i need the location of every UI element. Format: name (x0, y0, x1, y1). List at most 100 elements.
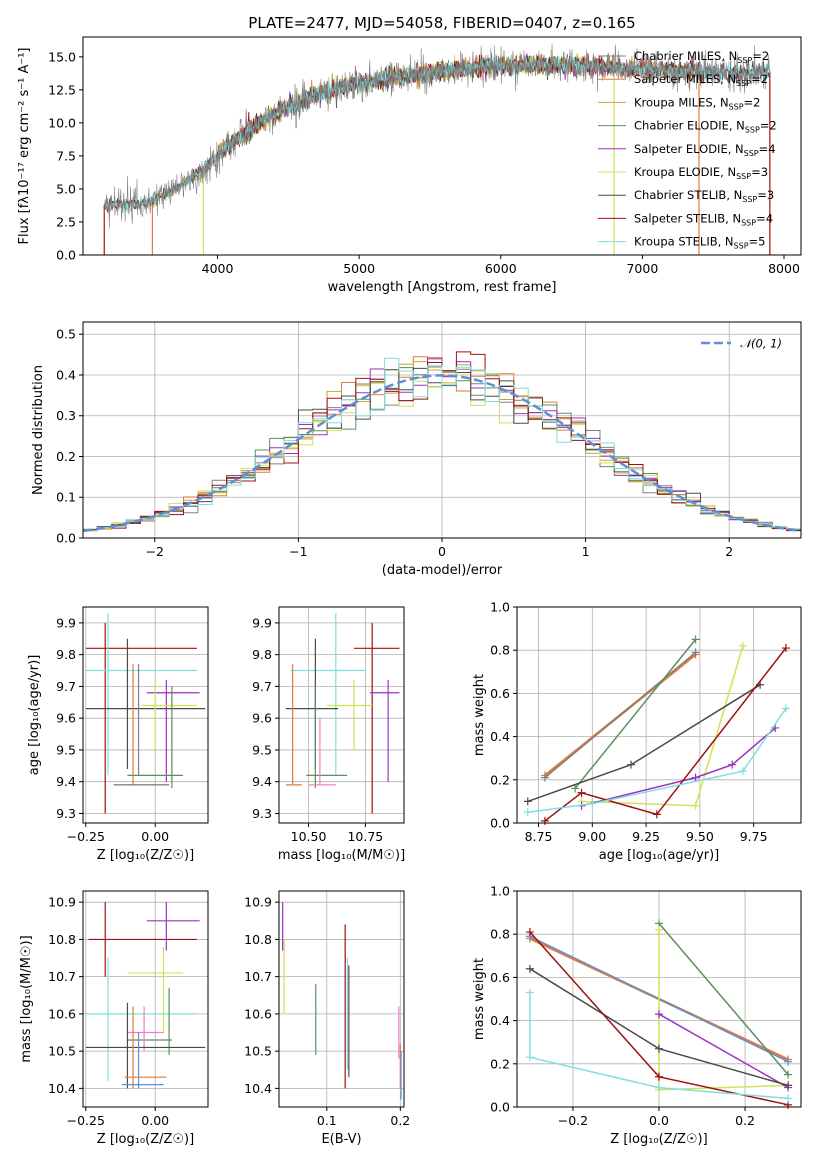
x-tick-label: 10.50 (291, 829, 327, 844)
spectrum-legend: Chabrier MILES, NSSP=2 Salpeter MILES, NS… (598, 49, 777, 251)
weight-marker-chabrier_stelib (525, 964, 534, 973)
y-tick-label: 0.4 (56, 367, 76, 382)
x-tick-label: 1 (582, 544, 590, 559)
y-tick-label: 10.5 (244, 1044, 272, 1059)
axes-frame (82, 606, 209, 824)
x-tick-label: 8000 (768, 261, 800, 276)
x-tick-label: 0.00 (141, 829, 169, 844)
weight-line-kroupa_stelib (529, 992, 789, 1100)
x-tick-label: 9.75 (740, 829, 768, 844)
weight-marker-chabrier_miles (540, 773, 549, 782)
x-axis-label: Z [log₁₀(Z/Z☉)] (97, 848, 194, 863)
weight-marker-kroupa_stelib (523, 808, 532, 817)
legend-entry: 𝒩(0, 1) (740, 337, 782, 351)
x-axis-label: mass [log₁₀(M/M☉)] (278, 848, 405, 863)
weight-line-salpeter_elodie (581, 727, 776, 807)
weight-line-chabrier_miles (544, 651, 697, 779)
residual-panel: −2 −1 0 1 2 0.0 0.1 0.2 0.3 0.4 0.5 (data-model)/er… (31, 321, 802, 578)
age-vs-mass-panel: 10.50 10.75 9.3 9.4 9.5 9.6 9.7 9.8 9.9 mass [log… (252, 606, 405, 863)
y-tick-label: 0.8 (490, 643, 510, 658)
legend-entry: Chabrier ELODIE, NSSP=2 (634, 119, 777, 135)
y-tick-label: 10.6 (48, 1006, 76, 1021)
weight-marker-kroupa_stelib (525, 1053, 534, 1062)
weight-marker-salpeter_stelib (655, 1072, 663, 1081)
axes-frame (82, 890, 209, 1108)
y-tick-label: 10.8 (244, 932, 272, 947)
x-tick-label: 2 (725, 544, 733, 559)
y-tick-label: 10.4 (48, 1081, 76, 1096)
histogram-plot (83, 351, 801, 533)
x-tick-label: −2 (146, 544, 164, 559)
legend-entry: Kroupa STELIB, NSSP=5 (634, 235, 765, 251)
y-axis-label: mass weight (472, 674, 487, 756)
y-axis-label: mass [log₁₀(M/M☉)] (19, 935, 34, 1062)
y-axis-label: Normed distribution (31, 365, 46, 495)
y-tick-label: 9.4 (56, 774, 76, 789)
y-tick-label: 9.7 (252, 679, 272, 694)
y-tick-label: 9.5 (252, 742, 272, 757)
weight-marker-kroupa_stelib (525, 988, 534, 997)
y-tick-label: 9.9 (252, 615, 272, 630)
weight-marker-kroupa_stelib (784, 1094, 793, 1103)
weight-marker-kroupa_stelib (655, 1083, 663, 1092)
weight-line-kroupa_stelib (527, 708, 787, 813)
weight-marker-salpeter_elodie (691, 773, 700, 782)
y-tick-label: 15.0 (48, 49, 76, 64)
x-tick-label: 0 (438, 544, 446, 559)
x-tick-label: 9.25 (632, 829, 660, 844)
y-tick-label: 9.6 (56, 711, 76, 726)
y-axis-label: mass weight (472, 958, 487, 1040)
figure-title: PLATE=2477, MJD=54058, FIBERID=0407, z=0… (248, 14, 635, 32)
weight-marker-kroupa_stelib (588, 799, 597, 808)
line-plot (525, 919, 793, 1109)
y-tick-label: 9.3 (252, 806, 272, 821)
weight-line-salpeter_elodie (658, 1013, 789, 1089)
y-tick-label: 10.9 (244, 895, 272, 910)
x-tick-label: −0.2 (558, 1113, 588, 1128)
legend-entry: Salpeter ELODIE, NSSP=4 (634, 142, 776, 158)
y-tick-label: 10.0 (48, 115, 76, 130)
y-tick-label: 0.4 (490, 729, 510, 744)
y-tick-label: 7.5 (56, 148, 76, 163)
y-tick-label: 9.9 (56, 615, 76, 630)
age-vs-Z-panel: −0.25 0.00 9.3 9.4 9.5 9.6 9.7 9.8 9.9 Z [log₁₀(Z… (27, 606, 209, 863)
weight-marker-kroupa_elodie (738, 641, 747, 650)
y-tick-label: 10.5 (48, 1044, 76, 1059)
weight-marker-chabrier_miles (691, 648, 700, 657)
weight-marker-chabrier_elodie (784, 1070, 793, 1079)
axes-frame (516, 890, 802, 1108)
y-tick-label: 0.0 (56, 531, 76, 546)
x-tick-label: −0.25 (67, 1113, 105, 1128)
x-tick-label: 7000 (626, 261, 658, 276)
weight-vs-Z-panel: −0.2 0.0 0.2 0.0 0.2 0.4 0.6 0.8 1.0 Z [log₁₀(Z/Z… (472, 884, 802, 1147)
legend-entry: Kroupa MILES, NSSP=2 (634, 95, 760, 111)
weight-marker-kroupa_elodie (655, 925, 663, 934)
y-tick-label: 10.6 (244, 1006, 272, 1021)
weight-marker-salpeter_stelib (540, 816, 549, 825)
y-tick-label: 0.2 (56, 449, 76, 464)
y-tick-label: 0.0 (490, 816, 510, 831)
x-axis-label: E(B-V) (321, 1132, 361, 1147)
y-tick-label: 9.3 (56, 806, 76, 821)
weight-marker-kroupa_elodie (691, 801, 700, 810)
line-plot (523, 635, 790, 825)
residual-legend: 𝒩(0, 1) (701, 337, 782, 351)
x-tick-label: 10.75 (347, 829, 383, 844)
weight-marker-salpeter_elodie (728, 760, 737, 769)
x-axis-label: wavelength [Angstrom, rest frame] (328, 280, 557, 295)
y-tick-label: 0.2 (490, 772, 510, 787)
mass-vs-EBV-panel: 0.1 0.2 10.4 10.5 10.6 10.7 10.8 10.9 E(B-V) (244, 890, 410, 1147)
y-tick-label: 0.2 (490, 1056, 510, 1071)
legend-entry: Chabrier MILES, NSSP=2 (634, 49, 769, 65)
weight-marker-chabrier_stelib (784, 1081, 793, 1090)
weight-line-chabrier_elodie (574, 638, 697, 789)
axes-frame (82, 321, 802, 539)
y-tick-label: 5.0 (56, 181, 76, 196)
axes-frame (278, 606, 405, 824)
y-tick-label: 12.5 (48, 82, 76, 97)
weight-marker-salpeter_elodie (655, 1010, 663, 1019)
x-tick-label: 0.2 (390, 1113, 410, 1128)
x-axis-label: Z [log₁₀(Z/Z☉)] (97, 1132, 194, 1147)
y-tick-label: 0.0 (56, 248, 76, 263)
